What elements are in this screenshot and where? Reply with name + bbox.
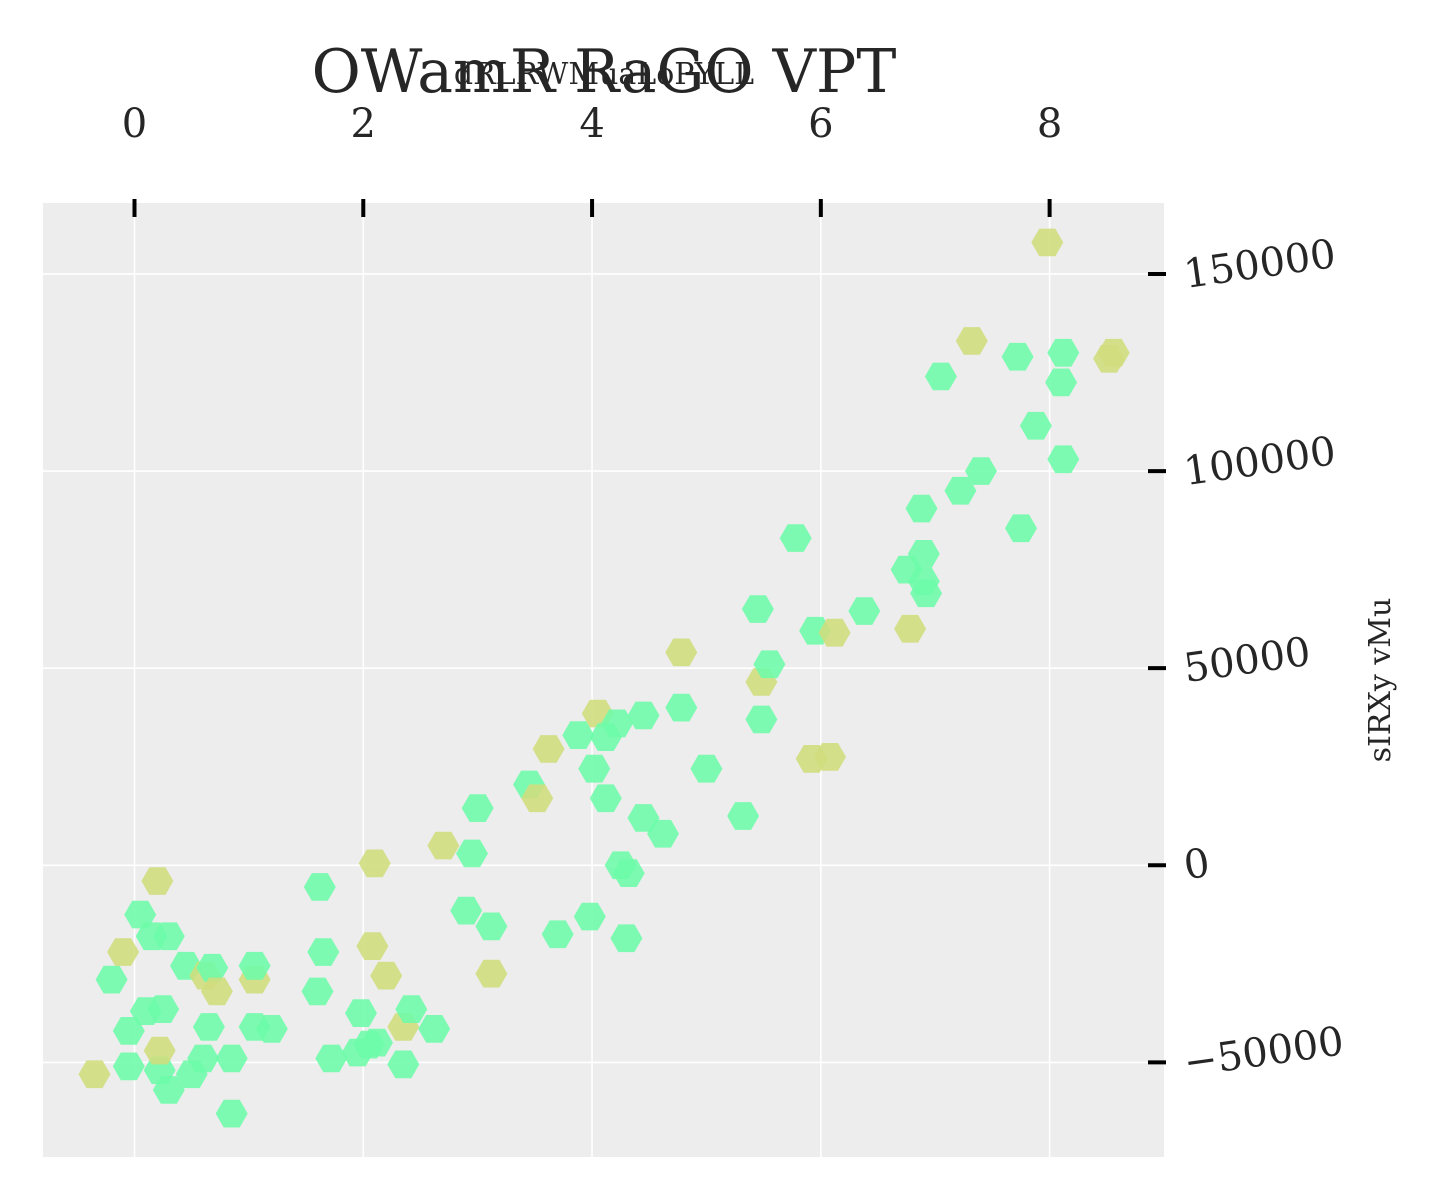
x-tick-label: 6 (808, 101, 833, 147)
data-point (1047, 445, 1080, 474)
data-point (647, 819, 679, 848)
data-point (141, 867, 174, 895)
x-axis-label: dRLRWMuaLoPYLL (454, 57, 754, 92)
data-point (152, 1076, 185, 1104)
data-point (814, 743, 846, 771)
data-point (573, 902, 606, 931)
data-point (358, 849, 391, 878)
data-point (196, 953, 229, 982)
data-point (894, 614, 927, 643)
data-point (745, 705, 778, 734)
data-point (532, 735, 565, 763)
x-axis: 0 2 4 6 8 (122, 101, 1062, 217)
data-point (315, 1044, 348, 1073)
data-point (395, 995, 428, 1023)
data-point (910, 579, 943, 608)
x-tick-label: 0 (122, 101, 147, 147)
data-point (1019, 411, 1052, 440)
x-tick-label: 4 (579, 101, 604, 147)
data-point (741, 595, 774, 623)
data-point (753, 650, 786, 679)
data-point (818, 618, 851, 647)
data-point (215, 1044, 248, 1073)
data-point (255, 1015, 288, 1043)
data-point (301, 977, 334, 1006)
data-point (1001, 342, 1034, 371)
data-point (1097, 338, 1130, 367)
data-point (143, 1036, 176, 1065)
x-tick-label: 2 (351, 101, 376, 147)
data-point (944, 476, 977, 505)
data-point (610, 924, 643, 953)
data-point (192, 1013, 225, 1041)
data-point (112, 1017, 145, 1045)
y-tick-label: 100000 (1181, 428, 1339, 495)
data-point (589, 784, 622, 813)
data-point (779, 524, 812, 552)
data-point (361, 1028, 393, 1057)
data-point (112, 1052, 145, 1081)
data-point (1031, 228, 1064, 257)
data-point (905, 494, 938, 523)
y-axis-label: sIRXy vMu (1363, 598, 1398, 763)
y-tick-label: 0 (1181, 840, 1213, 889)
data-point (965, 457, 997, 485)
data-point (601, 709, 634, 738)
data-point (387, 1050, 420, 1079)
data-point (665, 693, 698, 722)
data-points (78, 228, 1130, 1128)
data-point (924, 362, 957, 391)
data-point (427, 831, 460, 860)
chart-title: OWamR RaGO VPT (312, 37, 897, 107)
data-point (238, 951, 271, 980)
data-point (665, 638, 698, 667)
data-point (450, 896, 483, 925)
data-point (147, 995, 180, 1023)
data-point (303, 873, 336, 901)
data-point (370, 961, 403, 990)
data-point (907, 540, 940, 568)
gridlines (43, 203, 1164, 1157)
data-point (461, 794, 494, 822)
data-point (475, 912, 508, 941)
data-point (475, 959, 508, 988)
data-point (107, 938, 140, 966)
data-point (345, 999, 377, 1027)
data-point (215, 1099, 248, 1128)
data-point (456, 839, 488, 868)
data-point (541, 920, 574, 949)
data-point (848, 597, 881, 625)
y-tick-label: 50000 (1181, 629, 1313, 692)
data-point (152, 922, 185, 951)
data-point (690, 754, 723, 783)
data-point (562, 721, 595, 749)
y-axis: −50000 0 50000 100000 150000 (1148, 231, 1347, 1086)
data-point (627, 804, 660, 832)
data-point (1005, 514, 1037, 543)
data-point (78, 1060, 111, 1089)
data-point (418, 1015, 451, 1043)
data-point (1045, 368, 1078, 397)
data-point (612, 859, 645, 887)
data-point (727, 802, 760, 830)
data-point (521, 784, 554, 813)
data-point (627, 701, 660, 730)
data-point (307, 938, 340, 966)
data-point (200, 977, 233, 1006)
plot-area (43, 203, 1164, 1157)
data-point (187, 1044, 220, 1073)
data-point (356, 932, 389, 960)
x-tick-label: 8 (1037, 101, 1062, 147)
data-point (124, 900, 157, 929)
y-tick-label: 150000 (1181, 231, 1339, 298)
data-point (95, 965, 128, 994)
data-point (578, 754, 611, 783)
y-tick-label: −50000 (1181, 1018, 1347, 1086)
data-point (1047, 338, 1080, 367)
data-point (955, 327, 988, 355)
